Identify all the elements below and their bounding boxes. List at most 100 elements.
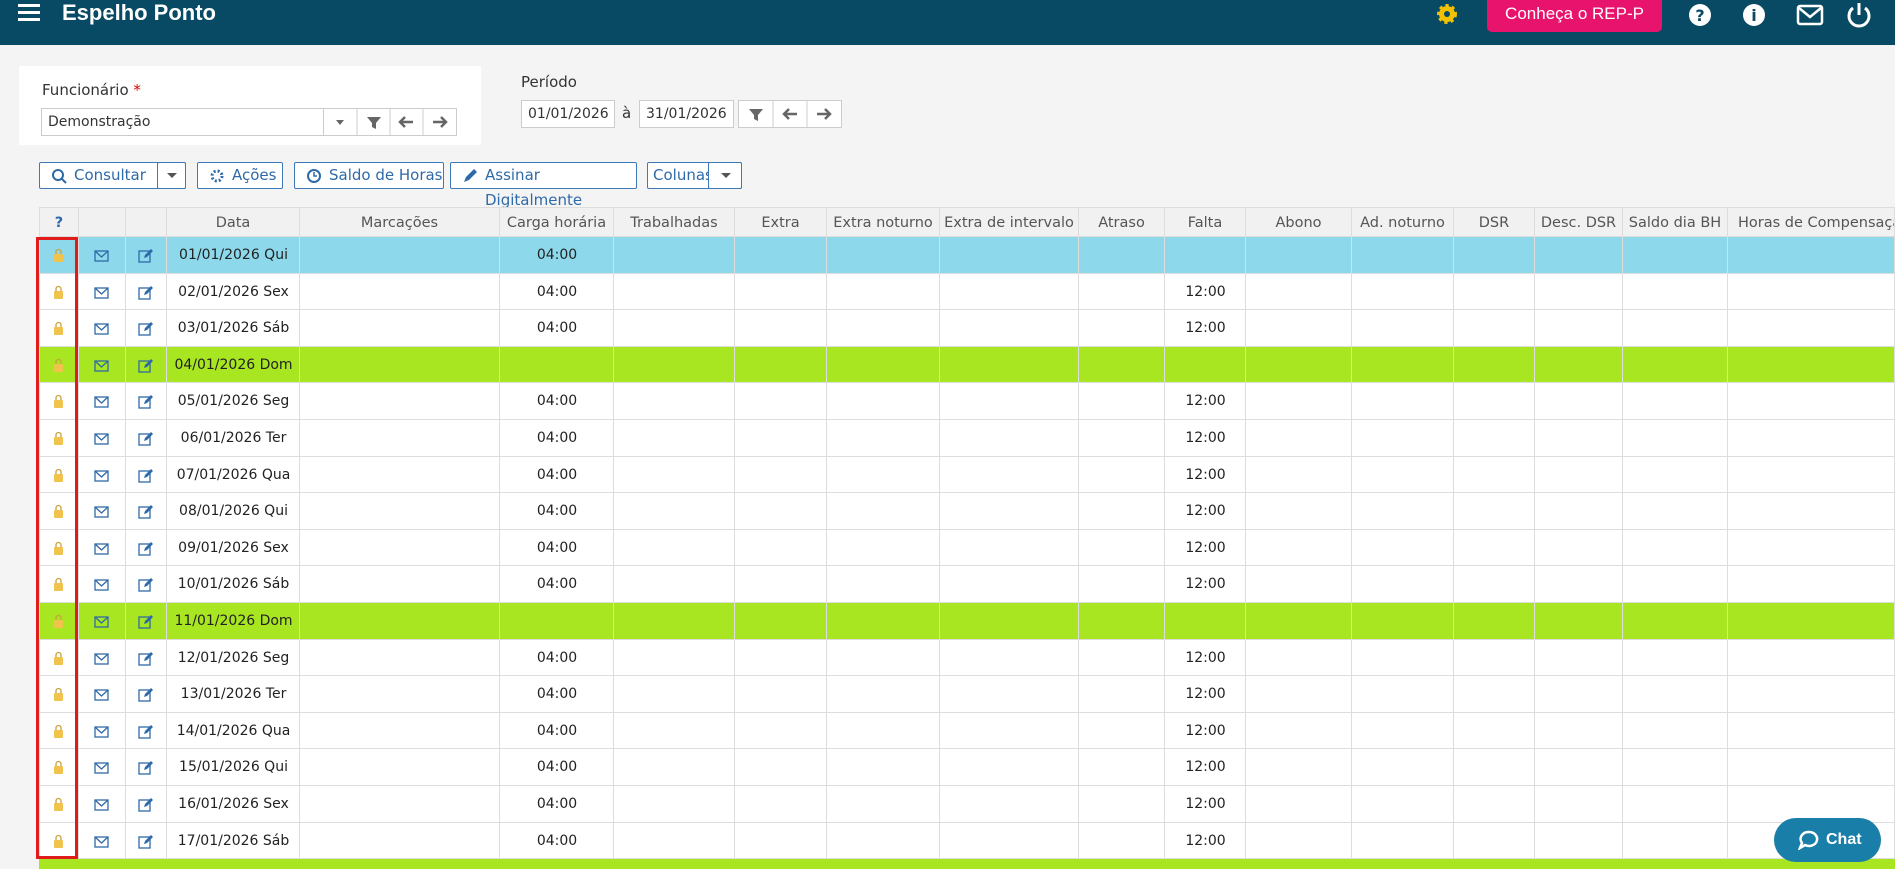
icon-cell[interactable] xyxy=(39,822,79,860)
icon-cell[interactable] xyxy=(39,310,79,347)
table-cell xyxy=(1623,749,1728,786)
icon-cell[interactable] xyxy=(39,420,79,457)
icon-cell[interactable] xyxy=(79,712,126,750)
table-cell xyxy=(1454,493,1535,530)
icon-cell[interactable] xyxy=(79,676,126,713)
icon-cell[interactable] xyxy=(39,273,79,311)
icon-cell[interactable] xyxy=(126,749,167,786)
icon-cell[interactable] xyxy=(126,383,167,420)
icon-cell[interactable] xyxy=(79,493,126,530)
button-icon xyxy=(52,169,67,184)
employee-select[interactable]: Demonstração xyxy=(41,108,324,136)
cell-text: 04:00 xyxy=(536,320,578,337)
icon-cell[interactable] xyxy=(126,786,167,823)
column-header: Extra xyxy=(735,207,827,237)
row-icon xyxy=(94,616,109,628)
icon-cell[interactable] xyxy=(79,237,126,274)
icon-cell[interactable] xyxy=(126,420,167,457)
icon-cell[interactable] xyxy=(39,676,79,713)
icon-cell[interactable] xyxy=(39,712,79,750)
icon-cell[interactable] xyxy=(79,529,126,567)
icon-cell[interactable] xyxy=(79,603,126,640)
icon-cell[interactable] xyxy=(39,493,79,530)
icon-cell[interactable] xyxy=(79,822,126,860)
promo-button[interactable]: Conheça o REP-P xyxy=(1487,0,1662,32)
icon-cell[interactable] xyxy=(126,237,167,274)
table-cell xyxy=(1535,273,1623,311)
employee-buttons[interactable] xyxy=(323,108,457,136)
table-cell xyxy=(940,712,1079,750)
icon-cell[interactable] xyxy=(39,456,79,494)
icon-cell[interactable] xyxy=(39,639,79,677)
chat-button[interactable]: Chat xyxy=(1774,818,1881,862)
icon-cell[interactable] xyxy=(39,237,79,274)
icon-cell[interactable] xyxy=(39,603,79,640)
table-cell xyxy=(500,712,614,750)
icon-cell[interactable] xyxy=(39,383,79,420)
table-cell xyxy=(940,456,1079,494)
table-cell xyxy=(827,493,940,530)
icon-cell[interactable] xyxy=(126,603,167,640)
icon-cell[interactable] xyxy=(79,456,126,494)
icon-cell[interactable] xyxy=(39,749,79,786)
icon-cell[interactable] xyxy=(79,420,126,457)
table-cell xyxy=(1246,420,1352,457)
icon-cell[interactable] xyxy=(39,529,79,567)
icon-cell[interactable] xyxy=(79,383,126,420)
icon-cell[interactable] xyxy=(126,273,167,311)
icon-cell[interactable] xyxy=(126,822,167,860)
table-cell xyxy=(1623,456,1728,494)
toolbar-button[interactable]: Ações xyxy=(197,162,283,189)
table-cell xyxy=(735,346,827,384)
icon-cell[interactable] xyxy=(126,493,167,530)
icon-cell[interactable] xyxy=(126,456,167,494)
cell-text: 01/01/2026 Qui xyxy=(179,247,288,263)
table-cell xyxy=(300,346,500,384)
table-cell xyxy=(500,822,614,860)
icon-cell[interactable] xyxy=(39,786,79,823)
icon-cell[interactable] xyxy=(126,712,167,750)
table-cell xyxy=(1535,420,1623,457)
icon-cell[interactable] xyxy=(39,346,79,384)
cell-text: 04:00 xyxy=(536,576,578,593)
dropdown-toggle[interactable] xyxy=(708,162,742,189)
period-start[interactable]: 01/01/2026 xyxy=(521,100,615,128)
column-header: Falta xyxy=(1165,207,1246,237)
period-buttons[interactable] xyxy=(738,100,842,128)
dropdown-toggle[interactable] xyxy=(157,162,186,189)
row-icon xyxy=(94,396,109,409)
table-cell xyxy=(300,383,500,420)
icon-cell[interactable] xyxy=(126,529,167,567)
period-end[interactable]: 31/01/2026 xyxy=(639,100,734,128)
icon-cell[interactable] xyxy=(79,639,126,677)
table-cell xyxy=(1246,456,1352,494)
toolbar-button[interactable]: Assinar Digitalmente xyxy=(450,162,637,209)
settings-icon[interactable] xyxy=(1435,2,1459,26)
menu-icon[interactable] xyxy=(18,2,42,24)
icon-cell[interactable] xyxy=(79,310,126,347)
row-icon xyxy=(138,834,153,849)
icon-cell[interactable] xyxy=(126,310,167,347)
table-cell xyxy=(1165,566,1246,603)
icon-cell[interactable] xyxy=(126,639,167,677)
column-header: Ad. noturno xyxy=(1352,207,1454,237)
table-cell xyxy=(1728,712,1895,750)
table-cell xyxy=(1165,346,1246,384)
table-cell xyxy=(300,456,500,494)
icon-cell[interactable] xyxy=(126,676,167,713)
table-cell xyxy=(1454,383,1535,420)
icon-cell[interactable] xyxy=(79,346,126,384)
icon-cell[interactable] xyxy=(126,346,167,384)
icon-cell[interactable] xyxy=(39,566,79,603)
icon-cell[interactable] xyxy=(79,273,126,311)
table-cell xyxy=(614,786,735,823)
icon-cell[interactable] xyxy=(79,786,126,823)
table-cell xyxy=(500,676,614,713)
icon-cell[interactable] xyxy=(79,566,126,603)
icon-cell[interactable] xyxy=(79,749,126,786)
table-cell xyxy=(1623,273,1728,311)
toolbar-button[interactable]: Saldo de Horas xyxy=(294,162,444,189)
table-cell xyxy=(827,603,940,640)
icon-cell[interactable] xyxy=(126,566,167,603)
table-cell xyxy=(1079,456,1165,494)
